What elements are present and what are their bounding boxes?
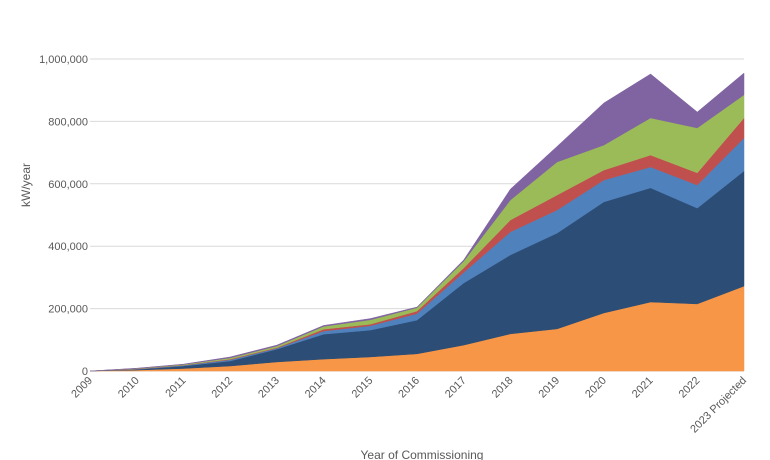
y-tick-label: 600,000 (48, 179, 88, 191)
x-tick-label: 2021 (630, 375, 656, 401)
x-tick-labels: 2009 2010 2011 2012 2013 2014 2015 2016 2017 2018… (69, 375, 749, 436)
x-tick-label: 2011 (163, 375, 188, 400)
x-tick-label: 2020 (583, 375, 609, 401)
x-tick-label: 2019 (536, 375, 562, 401)
x-tick-label: 2017 (443, 375, 469, 401)
x-tick-label: 2022 (677, 375, 703, 401)
y-tick-label: 1,000,000 (39, 54, 88, 66)
x-tick-label: 2015 (350, 375, 376, 401)
x-tick-label: 2012 (209, 375, 235, 401)
x-tick-label: 2014 (303, 375, 329, 401)
series-area-6 (89, 72, 745, 372)
x-tick-label: 2018 (490, 375, 516, 401)
x-tick-label: 2016 (396, 375, 422, 401)
y-tick-labels: 0 200,000 400,000 600,000 800,000 1,000,000 (39, 54, 88, 378)
x-tick-label: 2013 (256, 375, 282, 401)
y-axis-title: kW/year (19, 163, 33, 207)
y-tick-label: 200,000 (48, 304, 88, 316)
x-tick-label: 2010 (116, 375, 142, 401)
y-tick-label: 400,000 (48, 241, 88, 253)
x-axis-title: Year of Commissioning (361, 448, 484, 460)
y-tick-label: 800,000 (48, 116, 88, 128)
x-tick-label: 2009 (69, 375, 95, 401)
y-tick-label: 0 (82, 366, 88, 378)
series-areas (89, 72, 745, 372)
